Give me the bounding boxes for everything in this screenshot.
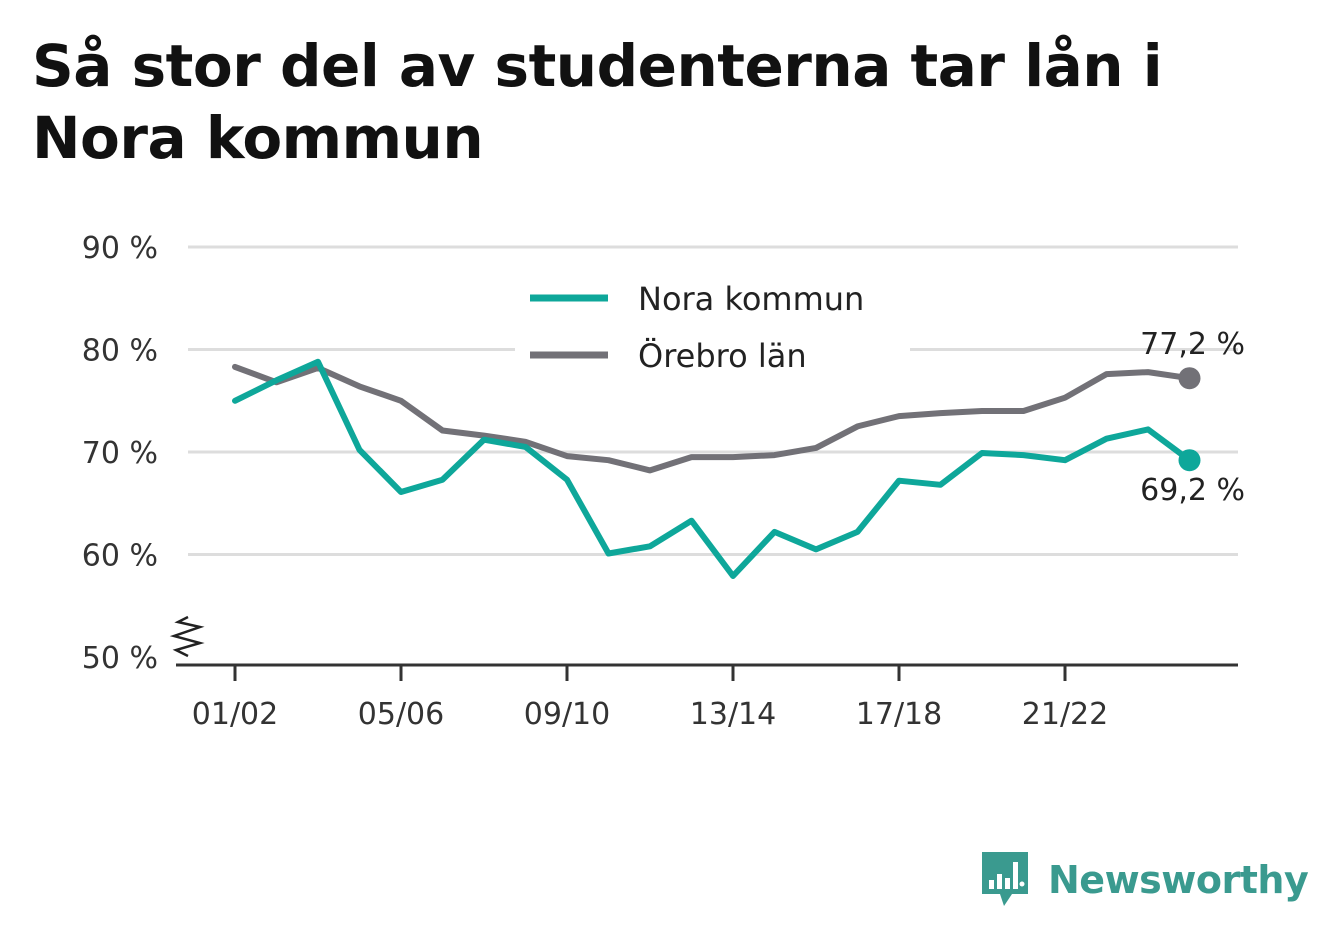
axis-break-icon	[169, 615, 205, 658]
x-axis-tick-labels: 01/02 05/06 09/10 13/14 17/18 21/22	[192, 697, 1108, 732]
x-axis	[169, 615, 1238, 681]
legend-label: Nora kommun	[638, 280, 864, 318]
y-tick-label: 80 %	[82, 334, 158, 369]
x-tick-label: 09/10	[524, 697, 610, 732]
x-tick-label: 21/22	[1022, 697, 1108, 732]
bar-chart-speech-bubble-icon	[982, 852, 1028, 906]
y-tick-label: 70 %	[82, 436, 158, 471]
y-tick-label: 60 %	[82, 539, 158, 574]
legend: Nora kommun Örebro län	[515, 270, 910, 382]
legend-background	[515, 270, 910, 382]
legend-label: Örebro län	[638, 337, 807, 375]
x-tick-label: 01/02	[192, 697, 278, 732]
series-end-label: 77,2 %	[1140, 327, 1245, 362]
y-axis-tick-labels: 50 % 60 % 70 % 80 % 90 %	[82, 231, 158, 676]
series-end-point	[1178, 449, 1201, 472]
x-tick-label: 17/18	[856, 697, 942, 732]
brand-name: Newsworthy	[1048, 858, 1309, 902]
series-end-point	[1178, 367, 1201, 390]
end-labels: 69,2 % 77,2 %	[1140, 327, 1245, 508]
series-line	[232, 358, 1193, 579]
series-lines	[232, 358, 1201, 579]
chart-title: Så stor del av studenterna tar lån i Nor…	[32, 32, 1163, 172]
x-tick-label: 05/06	[358, 697, 444, 732]
series-line	[232, 363, 1193, 474]
newsworthy-logo: Newsworthy	[980, 850, 1309, 910]
series-end-label: 69,2 %	[1140, 473, 1245, 508]
y-tick-label: 90 %	[82, 231, 158, 266]
y-tick-label: 50 %	[82, 641, 158, 676]
x-tick-label: 13/14	[690, 697, 776, 732]
